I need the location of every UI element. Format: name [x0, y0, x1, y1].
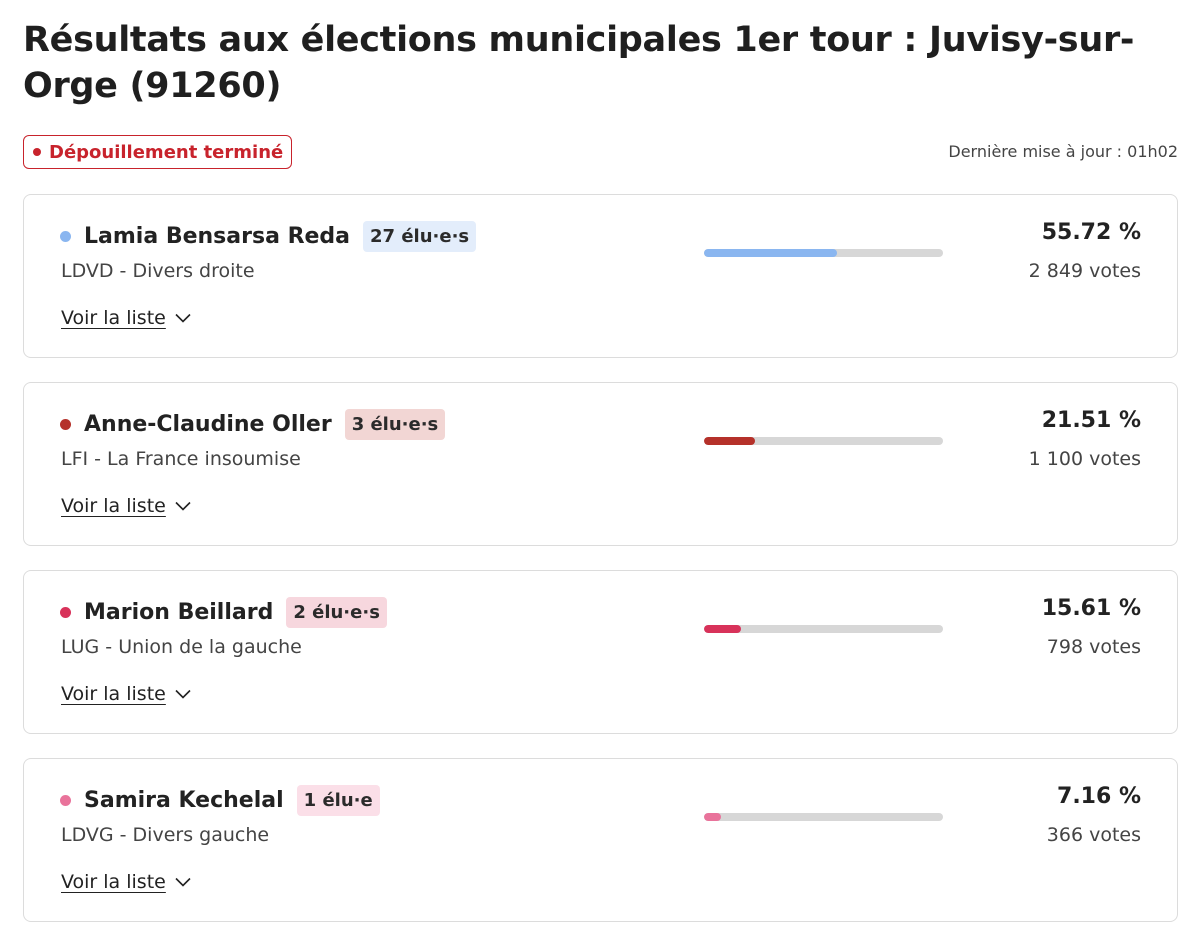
result-progress-bar — [704, 249, 943, 257]
results-page: Résultats aux élections municipales 1er … — [23, 0, 1178, 946]
voir-liste-button[interactable]: Voir la liste — [61, 871, 191, 893]
result-progress-fill — [704, 813, 722, 821]
party-color-dot-icon — [60, 607, 71, 618]
result-progress-bar — [704, 437, 943, 445]
result-progress-bar — [704, 813, 943, 821]
voir-liste-label: Voir la liste — [61, 495, 166, 517]
party-color-dot-icon — [60, 795, 71, 806]
percentage: 21.51 % — [1041, 408, 1141, 433]
vote-count: 798 votes — [1046, 636, 1141, 658]
status-badge: Dépouillement terminé — [23, 135, 293, 169]
elected-badge: 1 élu·e — [296, 784, 380, 816]
party-label: LFI - La France insoumise — [61, 448, 301, 470]
status-row: Dépouillement terminé Dernière mise à jo… — [23, 135, 1178, 171]
elected-badge: 3 élu·e·s — [344, 408, 446, 440]
voir-liste-button[interactable]: Voir la liste — [61, 683, 191, 705]
last-update: Dernière mise à jour : 01h02 — [948, 142, 1178, 161]
voir-liste-button[interactable]: Voir la liste — [61, 307, 191, 329]
result-progress-fill — [704, 625, 742, 633]
candidate-card: Marion Beillard 2 élu·e·s LUG - Union de… — [23, 570, 1178, 734]
percentage: 15.61 % — [1041, 596, 1141, 621]
candidate-name: Marion Beillard — [84, 599, 274, 625]
candidate-header: Samira Kechelal 1 élu·e — [84, 783, 380, 817]
voir-liste-label: Voir la liste — [61, 683, 166, 705]
chevron-down-icon — [175, 313, 191, 323]
candidate-name: Samira Kechelal — [84, 787, 284, 813]
voir-liste-label: Voir la liste — [61, 307, 166, 329]
party-label: LDVD - Divers droite — [61, 260, 255, 282]
candidate-card: Lamia Bensarsa Reda 27 élu·e·s LDVD - Di… — [23, 194, 1178, 358]
percentage: 55.72 % — [1041, 220, 1141, 245]
candidate-header: Marion Beillard 2 élu·e·s — [84, 595, 387, 629]
chevron-down-icon — [175, 501, 191, 511]
candidate-header: Lamia Bensarsa Reda 27 élu·e·s — [84, 219, 477, 253]
voir-liste-label: Voir la liste — [61, 871, 166, 893]
elected-badge: 2 élu·e·s — [286, 596, 387, 628]
candidate-name: Lamia Bensarsa Reda — [84, 223, 351, 249]
elected-badge: 27 élu·e·s — [363, 220, 477, 252]
vote-count: 2 849 votes — [1028, 260, 1141, 282]
chevron-down-icon — [175, 877, 191, 887]
candidate-list: Lamia Bensarsa Reda 27 élu·e·s LDVD - Di… — [23, 194, 1178, 922]
status-label: Dépouillement terminé — [49, 141, 284, 163]
party-label: LDVG - Divers gauche — [61, 824, 270, 846]
candidate-card: Samira Kechelal 1 élu·e LDVG - Divers ga… — [23, 758, 1178, 922]
party-color-dot-icon — [60, 419, 71, 430]
page-title: Résultats aux élections municipales 1er … — [23, 20, 1135, 106]
voir-liste-button[interactable]: Voir la liste — [61, 495, 191, 517]
candidate-name: Anne-Claudine Oller — [84, 411, 332, 437]
chevron-down-icon — [175, 689, 191, 699]
result-progress-fill — [704, 249, 838, 257]
candidate-header: Anne-Claudine Oller 3 élu·e·s — [84, 407, 446, 441]
vote-count: 1 100 votes — [1028, 448, 1141, 470]
vote-count: 366 votes — [1046, 824, 1141, 846]
status-dot-icon — [33, 148, 41, 156]
party-label: LUG - Union de la gauche — [61, 636, 302, 658]
percentage: 7.16 % — [1057, 784, 1141, 809]
result-progress-bar — [704, 625, 943, 633]
result-progress-fill — [704, 437, 756, 445]
candidate-card: Anne-Claudine Oller 3 élu·e·s LFI - La F… — [23, 382, 1178, 546]
party-color-dot-icon — [60, 231, 71, 242]
